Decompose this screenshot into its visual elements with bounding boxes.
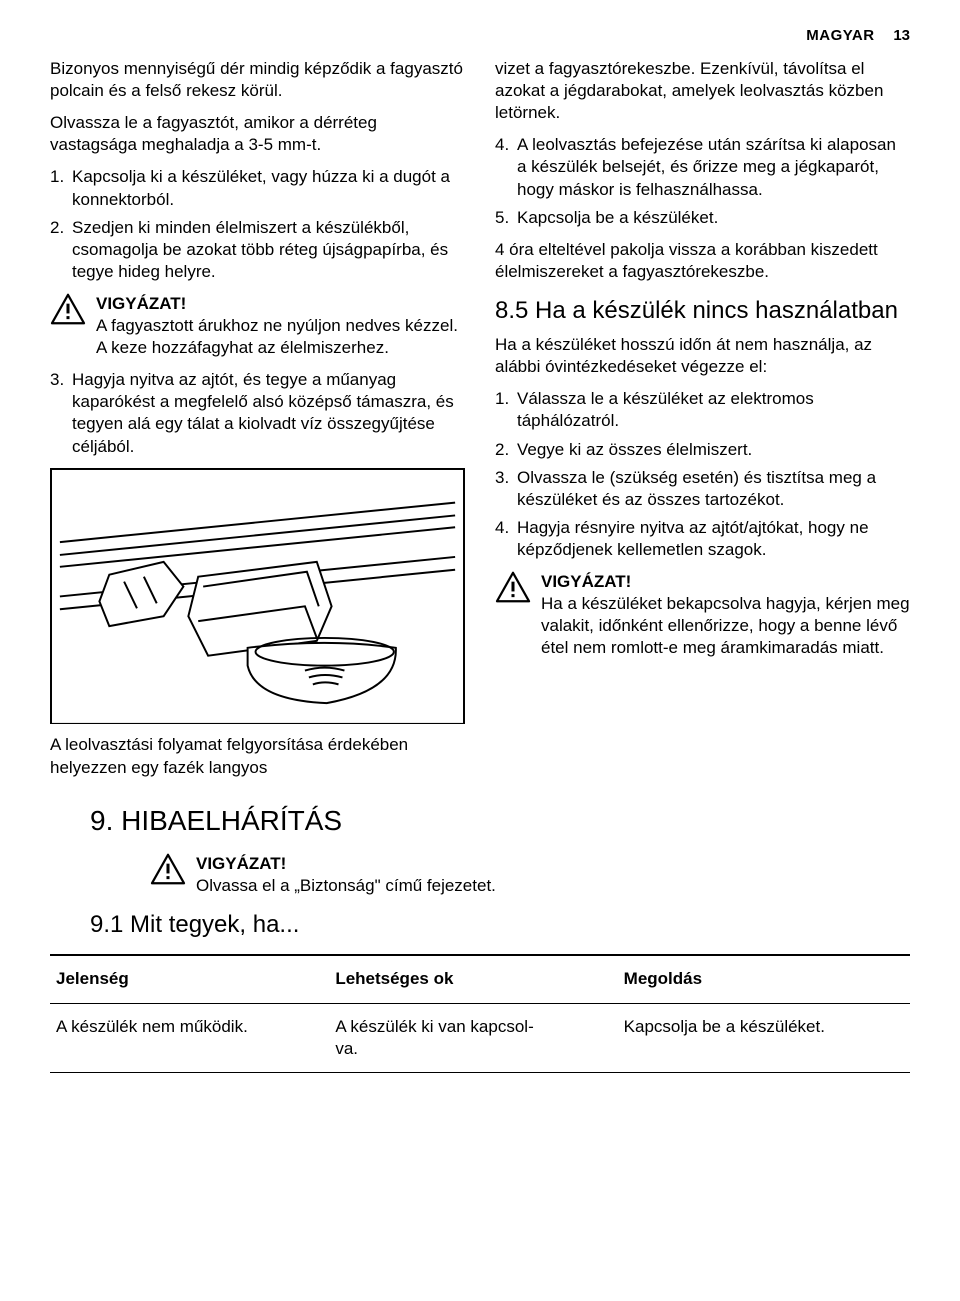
intro-paragraph-2: Olvassza le a fagyasztót, amikor a dérré…	[50, 112, 465, 156]
header-page-number: 13	[893, 27, 910, 44]
item-text: Kapcsolja ki a készüléket, vagy húzza ki…	[72, 166, 465, 210]
item-number: 2.	[495, 439, 517, 461]
item-text: Kapcsolja be a készüléket.	[517, 207, 910, 229]
item-number: 4.	[495, 134, 517, 200]
after-list-text: 4 óra elteltével pakolja vissza a korább…	[495, 239, 910, 283]
intro-paragraph-1: Bizonyos mennyiségű dér mindig képződik …	[50, 58, 465, 102]
item-number: 2.	[50, 217, 72, 283]
caution-text: VIGYÁZAT! Ha a készüléket bekapcsolva ha…	[541, 571, 910, 659]
item-text: Hagyja résnyire nyitva az ajtót/ajtókat,…	[517, 517, 910, 561]
section-8-5-title: 8.5 Ha a készülék nincs használatban	[495, 295, 910, 326]
caution-text: VIGYÁZAT! Olvassa el a „Biztonság" című …	[196, 853, 570, 897]
list-item: 5. Kapcsolja be a készüléket.	[495, 207, 910, 229]
col-header-cause: Lehetséges ok	[329, 955, 617, 1003]
header-lang: MAGYAR	[806, 27, 874, 44]
caution-triangle-icon	[495, 571, 531, 609]
item-text: Olvassza le (szükség esetén) és tisztíts…	[517, 467, 910, 511]
section-8-5-intro: Ha a készüléket hosszú időn át nem haszn…	[495, 334, 910, 378]
item-text: Szedjen ki minden élelmiszert a készülék…	[72, 217, 465, 283]
after-diagram-text: A leolvasztási folyamat felgyorsítása ér…	[50, 734, 465, 778]
caution-body: Olvassa el a „Biztonság" című fejezetet.	[196, 875, 570, 897]
caution-title: VIGYÁZAT!	[541, 571, 910, 593]
defrost-diagram	[50, 468, 465, 725]
list-item: 3. Hagyja nyitva az ajtót, és tegye a mű…	[50, 369, 465, 457]
item-text: Vegye ki az összes élelmiszert.	[517, 439, 910, 461]
two-column-layout: Bizonyos mennyiségű dér mindig képződik …	[50, 58, 910, 789]
caution-body: A fagyasztott árukhoz ne nyúljon nedves …	[96, 315, 465, 359]
item-number: 5.	[495, 207, 517, 229]
item-number: 4.	[495, 517, 517, 561]
defrost-steps-1: 1. Kapcsolja ki a készüléket, vagy húzza…	[50, 166, 465, 282]
caution-triangle-icon	[150, 853, 186, 891]
list-item: 2. Vegye ki az összes élelmiszert.	[495, 439, 910, 461]
section-9-1-title: 9.1 Mit tegyek, ha...	[90, 909, 910, 940]
item-number: 3.	[495, 467, 517, 511]
left-column: Bizonyos mennyiségű dér mindig képződik …	[50, 58, 465, 789]
list-item: 1. Válassza le a készüléket az elektromo…	[495, 388, 910, 432]
item-number: 1.	[495, 388, 517, 432]
caution-title: VIGYÁZAT!	[96, 293, 465, 315]
list-item: 3. Olvassza le (szükség esetén) és tiszt…	[495, 467, 910, 511]
page-header: MAGYAR 13	[50, 24, 910, 46]
section-9-title: 9. HIBAELHÁRÍTÁS	[90, 803, 910, 839]
right-column: vizet a fagyasztórekeszbe. Ezenkívül, tá…	[495, 58, 910, 789]
list-item: 1. Kapcsolja ki a készüléket, vagy húzza…	[50, 166, 465, 210]
table-row: A készülék nem működik. A készülék ki va…	[50, 1003, 910, 1072]
caution-body: Ha a készüléket bekapcsolva hagyja, kérj…	[541, 593, 910, 659]
item-number: 1.	[50, 166, 72, 210]
continuation-text: vizet a fagyasztórekeszbe. Ezenkívül, tá…	[495, 58, 910, 124]
list-item: 4. Hagyja résnyire nyitva az ajtót/ajtók…	[495, 517, 910, 561]
troubleshooting-table: Jelenség Lehetséges ok Megoldás A készül…	[50, 954, 910, 1072]
cell-symptom: A készülék nem működik.	[50, 1003, 329, 1072]
section-9-warn-wrap: VIGYÁZAT! Olvassa el a „Biztonság" című …	[50, 853, 570, 897]
item-text: Válassza le a készüléket az elektromos t…	[517, 388, 910, 432]
caution-triangle-icon	[50, 293, 86, 331]
caution-box-1: VIGYÁZAT! A fagyasztott árukhoz ne nyúlj…	[50, 293, 465, 359]
caution-box-3: VIGYÁZAT! Olvassa el a „Biztonság" című …	[150, 853, 570, 897]
item-text: Hagyja nyitva az ajtót, és tegye a műany…	[72, 369, 465, 457]
col-header-solution: Megoldás	[618, 955, 910, 1003]
defrost-steps-3: 4. A leolvasztás befejezése után száríts…	[495, 134, 910, 228]
not-in-use-steps: 1. Válassza le a készüléket az elektromo…	[495, 388, 910, 561]
item-number: 3.	[50, 369, 72, 457]
caution-text: VIGYÁZAT! A fagyasztott árukhoz ne nyúlj…	[96, 293, 465, 359]
caution-title: VIGYÁZAT!	[196, 853, 570, 875]
caution-box-2: VIGYÁZAT! Ha a készüléket bekapcsolva ha…	[495, 571, 910, 659]
cell-solution: Kapcsolja be a készüléket.	[618, 1003, 910, 1072]
cell-cause: A készülék ki van kapcsol- va.	[329, 1003, 617, 1072]
list-item: 4. A leolvasztás befejezése után száríts…	[495, 134, 910, 200]
list-item: 2. Szedjen ki minden élelmiszert a készü…	[50, 217, 465, 283]
col-header-symptom: Jelenség	[50, 955, 329, 1003]
defrost-steps-2: 3. Hagyja nyitva az ajtót, és tegye a mű…	[50, 369, 465, 457]
item-text: A leolvasztás befejezése után szárítsa k…	[517, 134, 910, 200]
